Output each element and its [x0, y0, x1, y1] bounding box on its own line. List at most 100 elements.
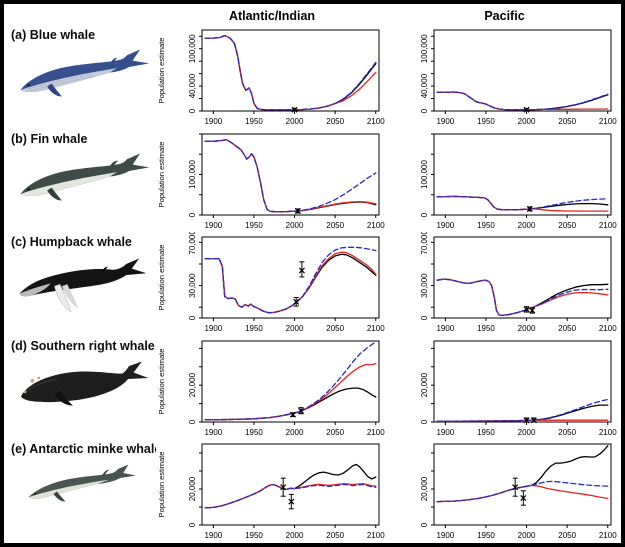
- chart-svg: 0 20,000 1900 1950 2000 2050 2100 Population es…: [157, 340, 385, 437]
- svg-text:1950: 1950: [477, 531, 495, 540]
- species-cell-fin-whale: (b) Fin whale: [4, 129, 156, 233]
- chart-blue-whale-pacific: 0 40,000 100,000 1900 1950 2000 2050 2100: [388, 25, 621, 129]
- svg-text:2000: 2000: [286, 117, 304, 126]
- svg-text:2000: 2000: [518, 221, 536, 230]
- chart-svg: 0 100,000 1900 1950 2000 2050 2100 Population e…: [157, 133, 385, 230]
- species-cell-blue-whale: (a) Blue whale: [4, 25, 156, 129]
- svg-text:2050: 2050: [326, 324, 344, 333]
- species-name: Southern right whale: [30, 338, 155, 353]
- svg-text:2100: 2100: [599, 117, 617, 126]
- species-name: Blue whale: [29, 28, 96, 42]
- svg-text:2100: 2100: [367, 324, 385, 333]
- svg-text:2050: 2050: [326, 428, 344, 437]
- chart-southern-right-whale-pacific: 0 20,000 1900 1950 2000 2050 2100: [388, 336, 621, 440]
- species-cell-antarctic-minke-whale: (e) Antarctic minke whale: [4, 439, 156, 543]
- fin-whale-illustration: [19, 153, 149, 201]
- svg-text:Population estimate: Population estimate: [157, 452, 166, 518]
- svg-text:0: 0: [420, 315, 429, 320]
- svg-text:1950: 1950: [245, 221, 263, 230]
- svg-text:0: 0: [188, 108, 197, 113]
- chart-svg: 0 30,000 70,000 1900 1950 2000 2050 2100 Populat…: [157, 232, 385, 333]
- svg-text:2100: 2100: [599, 428, 617, 437]
- svg-text:40,000: 40,000: [188, 73, 197, 98]
- svg-text:2100: 2100: [367, 428, 385, 437]
- svg-text:1900: 1900: [204, 428, 222, 437]
- svg-text:1900: 1900: [436, 221, 454, 230]
- figure-grid: Atlantic/Indian Pacific (a) Blue whale 0…: [4, 4, 621, 543]
- chart-humpback-whale-pacific: 0 30,000 70,000 1900 1950 2000 2050 2100: [388, 232, 621, 336]
- header-spacer: [4, 4, 156, 25]
- svg-text:1900: 1900: [436, 531, 454, 540]
- svg-text:Population estimate: Population estimate: [157, 38, 166, 104]
- svg-text:1950: 1950: [245, 428, 263, 437]
- svg-text:100,000: 100,000: [420, 34, 429, 63]
- svg-text:40,000: 40,000: [420, 73, 429, 98]
- svg-text:2100: 2100: [367, 531, 385, 540]
- svg-text:20,000: 20,000: [188, 372, 197, 397]
- row-label-c: (c) Humpback whale: [11, 235, 154, 249]
- svg-text:Population estimate: Population estimate: [157, 348, 166, 414]
- svg-text:2050: 2050: [558, 428, 576, 437]
- row-label-e: (e) Antarctic minke whale: [11, 442, 156, 457]
- chart-svg: 0 40,000 100,000 1900 1950 2000 2050 2100: [420, 29, 617, 126]
- chart-svg: 0 100,000 1900 1950 2000 2050 2100: [420, 133, 617, 230]
- species-name: Antarctic minke whale: [29, 442, 156, 457]
- svg-text:2050: 2050: [558, 531, 576, 540]
- svg-text:70,000: 70,000: [420, 232, 429, 255]
- antarctic-minke-whale-illustration: [27, 465, 136, 502]
- column-header-atlantic-indian: Atlantic/Indian: [228, 9, 316, 23]
- chart-svg: 0 20,000 1900 1950 2000 2050 2100 Population es…: [157, 443, 385, 540]
- svg-text:0: 0: [420, 212, 429, 217]
- svg-text:2100: 2100: [599, 221, 617, 230]
- svg-text:1900: 1900: [204, 324, 222, 333]
- svg-text:2050: 2050: [558, 324, 576, 333]
- svg-text:2000: 2000: [518, 428, 536, 437]
- svg-text:1900: 1900: [204, 117, 222, 126]
- svg-text:30,000: 30,000: [420, 273, 429, 298]
- svg-text:1900: 1900: [204, 531, 222, 540]
- svg-text:70,000: 70,000: [188, 232, 197, 255]
- row-label-a: (a) Blue whale: [11, 28, 154, 42]
- svg-text:2050: 2050: [326, 221, 344, 230]
- svg-text:1950: 1950: [245, 531, 263, 540]
- chart-svg: 0 30,000 70,000 1900 1950 2000 2050 2100: [420, 232, 617, 333]
- chart-antarctic-minke-whale-atlantic-indian: 0 20,000 1900 1950 2000 2050 2100 Population es…: [156, 439, 388, 543]
- svg-text:1900: 1900: [436, 324, 454, 333]
- southern-right-whale-illustration: [20, 361, 148, 406]
- row-tag: (b): [11, 131, 27, 146]
- svg-text:0: 0: [188, 523, 197, 528]
- humpback-whale-illustration: [19, 258, 146, 313]
- row-tag: (c): [11, 235, 27, 250]
- svg-text:2000: 2000: [518, 324, 536, 333]
- svg-text:1900: 1900: [204, 221, 222, 230]
- species-cell-humpback-whale: (c) Humpback whale: [4, 232, 156, 336]
- svg-text:2050: 2050: [326, 531, 344, 540]
- svg-text:20,000: 20,000: [420, 372, 429, 397]
- svg-text:2050: 2050: [326, 117, 344, 126]
- chart-antarctic-minke-whale-pacific: 0 20,000 1900 1950 2000 2050 2100: [388, 439, 621, 543]
- svg-text:1950: 1950: [477, 324, 495, 333]
- column-header-pacific: Pacific: [484, 9, 525, 23]
- svg-text:1950: 1950: [477, 221, 495, 230]
- svg-text:1950: 1950: [245, 117, 263, 126]
- svg-text:2100: 2100: [599, 324, 617, 333]
- svg-text:2100: 2100: [367, 221, 385, 230]
- svg-text:2100: 2100: [599, 531, 617, 540]
- species-name: Humpback whale: [29, 235, 132, 250]
- row-label-b: (b) Fin whale: [11, 132, 154, 146]
- svg-text:Population estimate: Population estimate: [157, 245, 166, 311]
- row-label-d: (d) Southern right whale: [11, 338, 155, 353]
- svg-text:0: 0: [420, 523, 429, 528]
- row-tag: (d): [11, 338, 27, 353]
- row-tag: (a): [11, 28, 27, 42]
- svg-text:2100: 2100: [367, 117, 385, 126]
- svg-text:0: 0: [420, 108, 429, 113]
- chart-svg: 0 20,000 1900 1950 2000 2050 2100: [420, 340, 617, 437]
- svg-text:2050: 2050: [558, 117, 576, 126]
- chart-blue-whale-atlantic-indian: 0 40,000 100,000 1900 1950 2000 2050 2100 Popula…: [156, 25, 388, 129]
- chart-fin-whale-pacific: 0 100,000 1900 1950 2000 2050 2100: [388, 129, 621, 233]
- svg-text:2000: 2000: [286, 324, 304, 333]
- svg-text:100,000: 100,000: [188, 34, 197, 63]
- svg-text:2000: 2000: [286, 221, 304, 230]
